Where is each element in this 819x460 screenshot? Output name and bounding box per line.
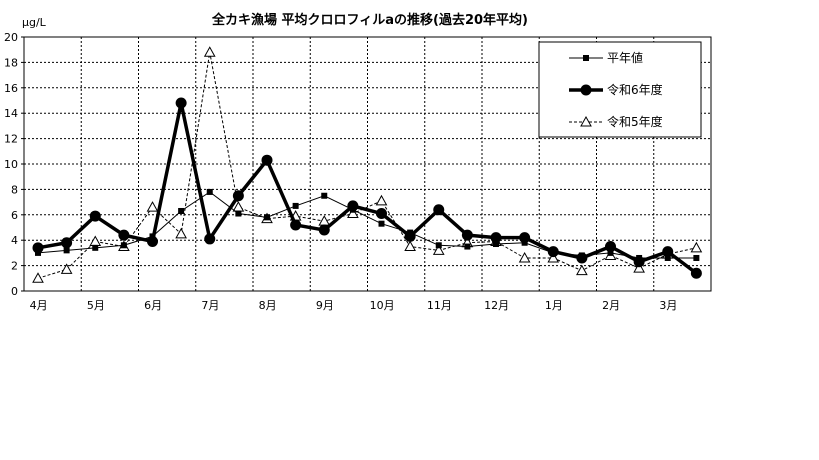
data-point-square <box>235 210 242 217</box>
series-1 <box>32 97 702 279</box>
data-point-square <box>292 202 299 209</box>
x-tick-label: 8月 <box>259 299 277 312</box>
x-tick-label: 5月 <box>87 299 105 312</box>
data-point-square <box>493 241 499 248</box>
data-point-circle <box>662 246 674 258</box>
data-point-triangle <box>576 264 588 276</box>
y-tick-label: 4 <box>11 234 18 247</box>
data-point-triangle <box>432 244 445 255</box>
data-point-triangle <box>203 46 216 57</box>
data-point-circle <box>490 232 502 244</box>
y-tick-label: 8 <box>11 183 18 196</box>
data-point-circle <box>118 229 130 241</box>
x-tick-label: 11月 <box>427 299 452 312</box>
y-tick-label: 20 <box>4 31 18 44</box>
x-tick-label: 2月 <box>602 299 620 312</box>
data-point-circle <box>147 235 158 247</box>
data-point-circle <box>547 246 559 258</box>
x-tick-label: 9月 <box>316 299 334 312</box>
data-point-triangle <box>60 263 73 274</box>
data-point-square <box>206 188 213 195</box>
data-point-square <box>435 242 442 249</box>
x-tick-label: 7月 <box>201 299 219 312</box>
legend-label: 令和5年度 <box>607 114 663 129</box>
legend-label: 平年値 <box>607 50 643 65</box>
y-tick-label: 6 <box>11 209 18 222</box>
data-point-triangle <box>518 251 531 263</box>
series-line <box>37 52 697 279</box>
data-point-square <box>378 220 385 227</box>
x-tick-labels: 4月 5月 6月 7月 8月 9月 10月 11月 12月 1月 2月 3月 <box>30 299 678 312</box>
series-lines <box>32 46 703 283</box>
data-point-square <box>464 243 471 250</box>
data-point-circle <box>433 204 445 216</box>
x-tick-label: 12月 <box>484 299 509 312</box>
data-point-square <box>693 254 700 261</box>
y-tick-label: 12 <box>4 133 18 146</box>
data-point-triangle <box>633 262 645 273</box>
data-point-circle <box>690 267 702 279</box>
data-point-triangle <box>175 227 187 239</box>
legend-label: 令和6年度 <box>607 82 663 97</box>
data-point-square <box>607 249 614 256</box>
y-tick-label: 16 <box>4 82 18 95</box>
y-tick-label: 14 <box>4 107 18 120</box>
data-point-triangle <box>89 235 102 246</box>
data-point-circle <box>32 242 44 254</box>
data-point-circle <box>89 210 101 222</box>
data-point-square <box>120 242 127 249</box>
x-tick-label: 10月 <box>370 299 395 312</box>
y-tick-labels: 0 2 4 6 8 10 12 14 16 18 20 <box>4 31 24 298</box>
data-point-circle <box>347 200 359 212</box>
data-point-circle <box>290 219 302 231</box>
data-point-circle <box>580 84 592 96</box>
data-point-circle <box>605 241 616 253</box>
data-point-square <box>178 207 185 214</box>
x-tick-label: 1月 <box>545 299 563 312</box>
data-point-square <box>264 214 270 221</box>
data-point-square <box>321 192 328 199</box>
data-point-triangle <box>146 201 159 212</box>
data-point-circle <box>633 256 645 268</box>
x-tick-label: 6月 <box>144 299 162 312</box>
data-point-circle <box>404 230 416 242</box>
data-point-triangle <box>547 251 560 263</box>
x-tick-label: 3月 <box>659 299 677 312</box>
data-point-square <box>63 247 70 254</box>
data-point-square <box>583 55 589 61</box>
y-tick-label: 0 <box>11 285 18 298</box>
data-point-triangle <box>32 272 44 283</box>
data-point-circle <box>204 233 216 245</box>
data-point-circle <box>376 208 387 220</box>
data-point-circle <box>576 252 588 264</box>
data-point-triangle <box>580 115 592 127</box>
x-tick-label: 4月 <box>30 299 48 312</box>
data-point-circle <box>61 237 73 249</box>
y-tick-label: 18 <box>4 56 18 69</box>
data-point-circle <box>232 190 244 202</box>
data-point-circle <box>519 232 531 244</box>
chart-title: 全カキ漁場 平均クロロフィルaの推移(過去20年平均) <box>211 12 528 28</box>
data-point-circle <box>461 229 473 241</box>
data-point-triangle <box>347 207 359 219</box>
data-point-triangle <box>690 241 703 253</box>
y-tick-label: 2 <box>11 260 18 273</box>
data-point-circle <box>318 224 330 236</box>
data-point-circle <box>175 97 187 109</box>
data-point-circle <box>261 154 273 166</box>
data-point-square <box>92 244 99 251</box>
data-point-triangle <box>404 240 416 252</box>
y-axis-unit-label: μg/L <box>22 16 47 29</box>
y-tick-label: 10 <box>4 158 18 171</box>
legend-box <box>538 41 702 138</box>
data-point-square <box>664 254 671 261</box>
data-point-triangle <box>375 194 388 206</box>
